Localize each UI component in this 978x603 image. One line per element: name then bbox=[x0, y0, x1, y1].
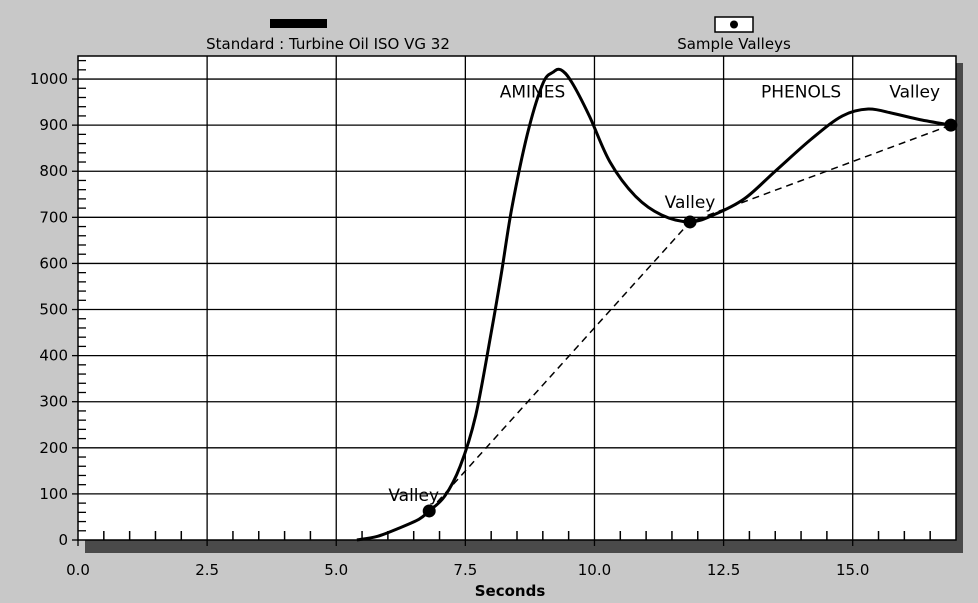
y-tick-label-9: 900 bbox=[39, 116, 68, 134]
annotation-2: Valley bbox=[388, 486, 439, 506]
valley-point-1 bbox=[683, 215, 697, 229]
x-tick-label-3: 7.5 bbox=[453, 561, 477, 579]
y-tick-label-1: 100 bbox=[39, 485, 68, 503]
valley-point-0 bbox=[422, 504, 436, 518]
legend-label-standard: Standard : Turbine Oil ISO VG 32 bbox=[206, 35, 450, 53]
grid-layer bbox=[78, 56, 956, 540]
legend: Standard : Turbine Oil ISO VG 32 Sample … bbox=[206, 16, 791, 53]
x-tick-label-2: 5.0 bbox=[324, 561, 348, 579]
y-tick-label-7: 700 bbox=[39, 208, 68, 226]
x-tick-label-4: 10.0 bbox=[578, 561, 611, 579]
x-tick-label-5: 12.5 bbox=[707, 561, 740, 579]
legend-label-valleys: Sample Valleys bbox=[677, 35, 791, 53]
valley-points bbox=[422, 118, 958, 518]
annotation-3: Valley bbox=[665, 193, 716, 213]
x-tick-label-6: 15.0 bbox=[836, 561, 869, 579]
y-tick-label-0: 0 bbox=[58, 531, 68, 549]
legend-swatch-standard bbox=[270, 19, 327, 28]
x-tick-labels: 0.0 2.5 5.0 7.5 10.0 12.5 15.0 bbox=[66, 540, 869, 579]
minor-tick-layer bbox=[78, 59, 931, 540]
annotation-0: AMINES bbox=[500, 82, 566, 102]
y-tick-label-3: 300 bbox=[39, 393, 68, 411]
y-tick-label-6: 600 bbox=[39, 254, 68, 272]
annotation-4: Valley bbox=[889, 82, 940, 102]
y-tick-labels: 0 100 200 300 400 500 600 700 800 900 1000 bbox=[30, 70, 78, 549]
x-tick-label-1: 2.5 bbox=[195, 561, 219, 579]
x-axis-title: Seconds bbox=[475, 582, 546, 598]
plot-area bbox=[77, 55, 957, 541]
annotation-layer: AMINES PHENOLS Valley Valley Valley bbox=[388, 82, 940, 505]
legend-swatch-valleys-dot bbox=[730, 20, 738, 29]
series-standard-line bbox=[356, 67, 952, 542]
y-tick-label-2: 200 bbox=[39, 439, 68, 457]
y-tick-label-10: 1000 bbox=[30, 70, 68, 88]
annotation-1: PHENOLS bbox=[761, 82, 841, 102]
y-tick-label-5: 500 bbox=[39, 301, 68, 319]
x-tick-label-0: 0.0 bbox=[66, 561, 90, 579]
valley-point-2 bbox=[944, 118, 958, 132]
y-tick-label-4: 400 bbox=[39, 347, 68, 365]
y-tick-label-8: 800 bbox=[39, 162, 68, 180]
